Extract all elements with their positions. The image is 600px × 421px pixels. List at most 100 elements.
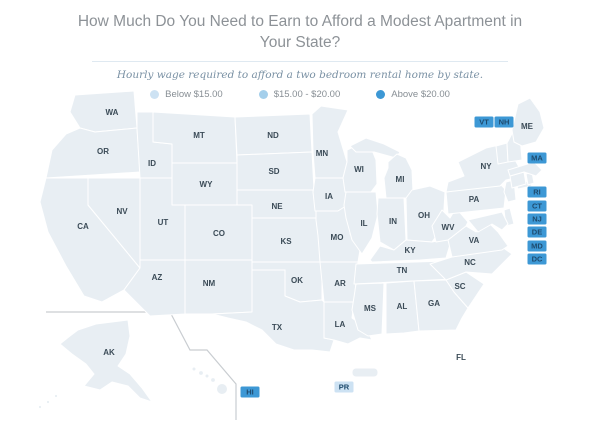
page-title: How Much Do You Need to Earn to Afford a… [77,13,523,51]
legend-swatch-above-20-icon [376,89,386,99]
state-shape-nm[interactable] [184,259,253,315]
state-label-nm: NM [203,279,216,288]
svg-text:MD: MD [531,242,543,251]
state-label-la: LA [335,320,346,329]
state-label-wy: WY [200,180,214,189]
state-shape-hi-island[interactable] [216,383,228,395]
state-label-tx: TX [272,323,283,332]
state-shape-ak-island[interactable] [53,393,59,399]
legend-label-below-15: Below $15.00 [165,88,223,100]
state-label-wv: WV [442,223,456,232]
legend-item-below-15: Below $15.00 [150,89,223,100]
legend: Below $15.00 $15.00 - $20.00 Above $20.0… [0,89,600,100]
state-shape-or[interactable] [45,127,141,179]
svg-text:MA: MA [531,154,543,163]
state-label-id: ID [148,159,156,168]
state-label-fl: FL [456,353,466,362]
svg-text:PR: PR [339,383,350,392]
state-label-me: ME [521,122,534,131]
state-label-oh: OH [418,211,430,220]
svg-text:CT: CT [532,202,542,211]
state-label-al: AL [397,302,408,311]
state-badge-dc[interactable]: DC [527,253,547,265]
state-badge-md[interactable]: MD [527,240,547,252]
state-label-mo: MO [331,233,344,242]
state-label-nc: NC [464,258,476,267]
state-label-pa: PA [469,195,480,204]
state-label-ga: GA [428,299,440,308]
legend-item-above-20: Above $20.00 [376,89,450,100]
state-label-ks: KS [280,237,292,246]
state-label-mt: MT [193,131,205,140]
state-label-ar: AR [334,279,346,288]
header: How Much Do You Need to Earn to Afford a… [0,0,600,100]
state-shape-hi-island[interactable] [204,373,210,379]
state-label-az: AZ [152,273,163,282]
state-badge-ct[interactable]: CT [527,200,547,212]
legend-label-above-20: Above $20.00 [391,88,450,100]
state-label-wa: WA [106,108,119,117]
state-label-mi: MI [396,175,405,184]
state-badge-nh[interactable]: NH [494,116,514,128]
title-divider [92,60,508,62]
state-shape-me[interactable] [511,97,545,147]
state-shape-ak-island[interactable] [45,399,51,405]
state-shape-ak[interactable] [59,319,153,403]
state-label-ny: NY [480,162,492,171]
state-label-in: IN [389,217,397,226]
state-badge-de[interactable]: DE [527,226,547,238]
legend-swatch-below-15-icon [150,89,160,99]
svg-text:NJ: NJ [532,215,542,224]
state-shape-pr[interactable] [351,367,379,378]
legend-item-mid: $15.00 - $20.00 [258,88,341,100]
state-shape-tx[interactable] [211,269,335,353]
state-badge-ri[interactable]: RI [527,186,547,198]
state-label-ky: KY [404,246,416,255]
state-label-tn: TN [397,266,408,275]
state-shape-al[interactable] [385,280,420,335]
svg-text:VT: VT [479,118,489,127]
state-shape-wv[interactable] [431,207,469,243]
state-label-il: IL [360,219,367,228]
state-badge-pr[interactable]: PR [334,381,354,393]
state-shape-va[interactable] [447,221,509,258]
state-badge-vt[interactable]: VT [474,116,494,128]
inset-border [46,311,237,420]
state-label-ca: CA [77,222,89,231]
state-shape-ms[interactable] [351,282,385,337]
state-shape-hi-island[interactable] [198,370,204,376]
state-label-nd: ND [267,131,279,140]
svg-text:NH: NH [499,118,510,127]
state-shape-mn[interactable] [311,105,349,179]
state-badge-hi[interactable]: HI [240,386,260,398]
svg-text:DE: DE [532,228,542,237]
state-label-ms: MS [364,304,377,313]
state-label-nv: NV [116,207,128,216]
legend-label-mid: $15.00 - $20.00 [273,88,341,100]
state-label-co: CO [213,229,225,238]
state-label-ok: OK [291,276,303,285]
state-label-ia: IA [325,192,333,201]
state-shape-ak-island[interactable] [37,404,43,410]
state-label-va: VA [469,236,480,245]
svg-text:RI: RI [533,188,541,197]
state-label-ut: UT [158,218,169,227]
state-shape-hi-island[interactable] [191,366,197,372]
state-badge-ma[interactable]: MA [527,152,547,164]
state-label-or: OR [97,147,109,156]
state-label-sd: SD [268,167,279,176]
svg-text:DC: DC [532,255,543,264]
state-shape-md[interactable] [467,211,509,233]
state-badge-nj[interactable]: NJ [527,213,547,225]
state-label-ak: AK [103,348,115,357]
state-label-mn: MN [316,149,329,158]
state-label-wi: WI [354,165,364,174]
svg-text:HI: HI [246,388,254,397]
state-label-ne: NE [271,202,283,211]
state-shape-il[interactable] [343,191,379,255]
map-subtitle: Hourly wage required to afford a two bed… [116,68,484,81]
state-shape-hi-island[interactable] [210,377,216,383]
legend-swatch-mid-icon [258,89,268,99]
state-shape-vt[interactable] [495,142,509,165]
